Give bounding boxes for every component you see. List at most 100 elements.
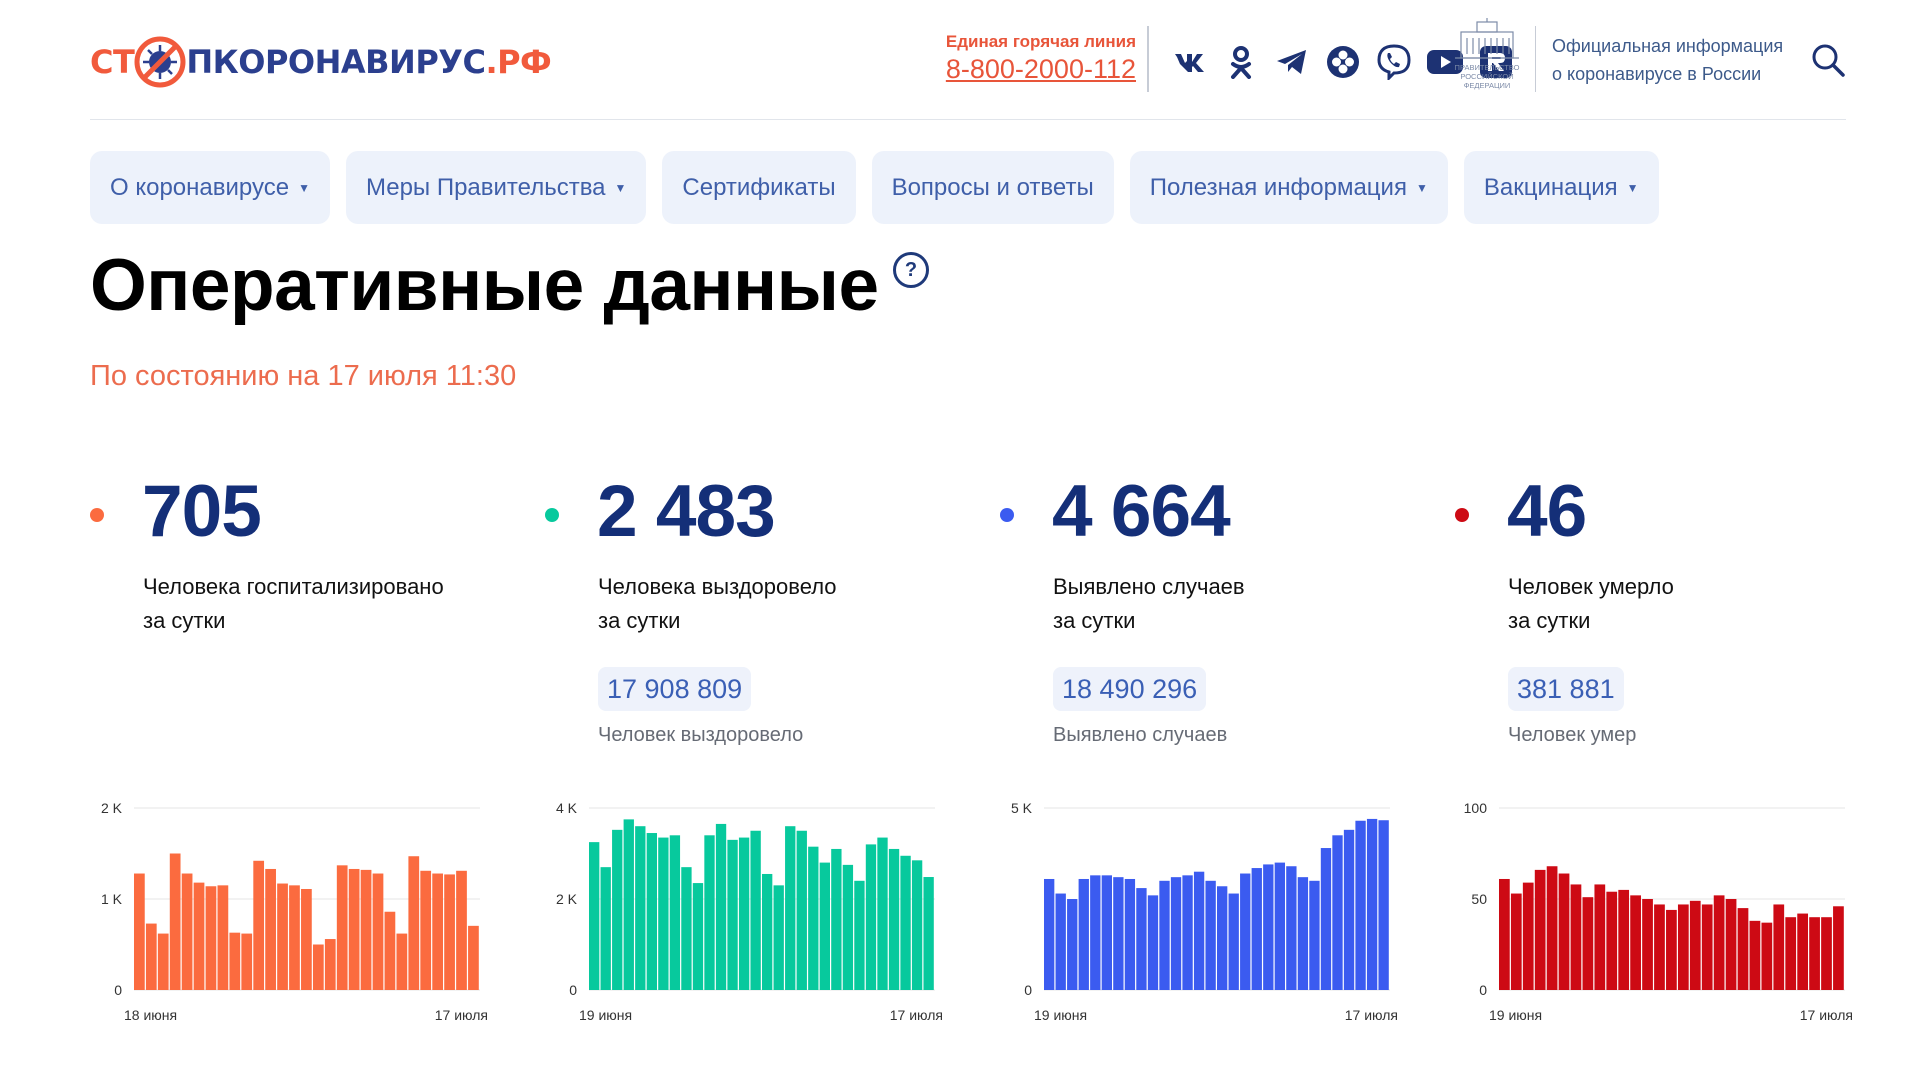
chart-bar[interactable]	[289, 885, 300, 990]
chart-bar[interactable]	[468, 925, 479, 990]
chart-bar[interactable]	[1558, 873, 1570, 990]
chart-bar[interactable]	[1582, 897, 1594, 990]
chart-bar[interactable]	[1773, 904, 1785, 990]
chart-bar[interactable]	[1067, 899, 1078, 990]
chart-bar[interactable]	[157, 933, 169, 990]
chart-bar[interactable]	[324, 939, 336, 990]
chart-bar[interactable]	[612, 829, 623, 990]
chart-bar[interactable]	[253, 860, 265, 990]
chart-bar[interactable]	[277, 883, 288, 990]
chart-bar[interactable]	[877, 837, 888, 990]
chart-bar[interactable]	[1701, 904, 1713, 990]
chart-bar[interactable]	[1274, 862, 1285, 990]
nav-about-coronavirus[interactable]: О коронавирусе ▼	[90, 151, 330, 224]
chart-bar[interactable]	[1522, 882, 1534, 990]
hotline-phone-link[interactable]: 8-800-2000-112	[945, 54, 1136, 84]
chart-bar[interactable]	[635, 826, 646, 990]
chart-bar[interactable]	[1101, 875, 1112, 990]
nav-vaccination[interactable]: Вакцинация ▼	[1463, 151, 1659, 224]
chart-bar[interactable]	[1320, 848, 1332, 990]
chart-bar[interactable]	[900, 855, 911, 990]
chart-bar[interactable]	[1689, 900, 1701, 990]
chart-bar[interactable]	[312, 944, 324, 991]
chart-bar[interactable]	[1725, 899, 1737, 990]
chart-bar[interactable]	[1055, 893, 1066, 990]
nav-faq[interactable]: Вопросы и ответы	[871, 151, 1114, 224]
chart-bar[interactable]	[1044, 878, 1055, 990]
chart-bar[interactable]	[1761, 922, 1773, 990]
chart-bar[interactable]	[808, 846, 819, 990]
chart-bar[interactable]	[785, 826, 796, 990]
chart-bar[interactable]	[193, 882, 205, 990]
chart-bar[interactable]	[1809, 917, 1820, 990]
chart-bar[interactable]	[762, 873, 773, 990]
aperture-icon[interactable]	[1323, 42, 1362, 81]
chart-bar[interactable]	[1090, 875, 1101, 990]
chart-bar[interactable]	[1606, 891, 1618, 990]
chart-bar[interactable]	[727, 839, 738, 990]
government-emblem[interactable]: ПРАВИТЕЛЬСТВО РОССИЙСКОЙ ФЕДЕРАЦИИ	[1445, 18, 1529, 92]
chart-bar[interactable]	[1159, 880, 1170, 990]
viber-icon[interactable]	[1374, 42, 1413, 81]
chart-bar[interactable]	[1737, 908, 1749, 990]
chart-bar[interactable]	[1170, 877, 1182, 990]
chart-bar[interactable]	[241, 933, 253, 990]
chart-bar[interactable]	[669, 835, 681, 990]
chart-bar[interactable]	[336, 865, 348, 990]
chart-bar[interactable]	[301, 888, 312, 990]
chart-bar[interactable]	[831, 848, 842, 990]
youtube-icon[interactable]	[1425, 42, 1464, 81]
chart-bar[interactable]	[658, 837, 669, 990]
chart-bar[interactable]	[715, 823, 727, 990]
chart-bar[interactable]	[360, 869, 372, 990]
chart-bar[interactable]	[420, 870, 432, 990]
chart-bar[interactable]	[1205, 880, 1216, 990]
chart-bar[interactable]	[796, 830, 807, 990]
help-icon[interactable]: ?	[893, 252, 929, 288]
chart-bar[interactable]	[865, 844, 877, 990]
chart-bar[interactable]	[623, 819, 634, 990]
chart-bar[interactable]	[229, 932, 241, 990]
chart-bar[interactable]	[1286, 866, 1297, 990]
chart-bar[interactable]	[1228, 893, 1239, 990]
chart-bar[interactable]	[169, 853, 181, 991]
chart-bar[interactable]	[134, 873, 145, 990]
chart-bar[interactable]	[1251, 868, 1262, 990]
chart-bar[interactable]	[1677, 904, 1689, 990]
chart-bar[interactable]	[589, 842, 600, 990]
chart-bar[interactable]	[1136, 888, 1147, 990]
chart-bar[interactable]	[348, 868, 360, 990]
chart-bar[interactable]	[1642, 899, 1653, 990]
chart-bar[interactable]	[1785, 917, 1797, 990]
chart-bar[interactable]	[888, 848, 900, 990]
nav-useful-info[interactable]: Полезная информация ▼	[1129, 151, 1448, 224]
chart-bar[interactable]	[456, 870, 467, 990]
chart-bar[interactable]	[265, 868, 276, 990]
chart-bar[interactable]	[1534, 869, 1546, 990]
chart-bar[interactable]	[1297, 877, 1309, 990]
chart-bar[interactable]	[1343, 829, 1355, 990]
chart-bar[interactable]	[1630, 895, 1641, 990]
chart-bar[interactable]	[750, 830, 761, 990]
chart-bar[interactable]	[1378, 820, 1389, 990]
chart-bar[interactable]	[444, 874, 455, 990]
chart-bar[interactable]	[1749, 920, 1761, 990]
telegram-icon[interactable]	[1272, 42, 1311, 81]
chart-bar[interactable]	[738, 837, 750, 990]
chart-bar[interactable]	[217, 885, 229, 990]
chart-bar[interactable]	[1263, 864, 1274, 990]
chart-bar[interactable]	[923, 877, 934, 990]
chart-bar[interactable]	[205, 886, 217, 990]
chart-bar[interactable]	[1182, 875, 1193, 990]
chart-bar[interactable]	[1240, 873, 1251, 990]
chart-bar[interactable]	[1366, 818, 1378, 990]
chart-bar[interactable]	[372, 873, 384, 990]
chart-bar[interactable]	[692, 883, 704, 990]
chart-bar[interactable]	[646, 833, 657, 990]
chart-bar[interactable]	[819, 862, 830, 990]
chart-bar[interactable]	[181, 873, 193, 990]
chart-bar[interactable]	[600, 867, 611, 990]
chart-bar[interactable]	[1499, 878, 1510, 990]
chart-bar[interactable]	[432, 873, 444, 990]
vk-icon[interactable]	[1170, 42, 1209, 81]
